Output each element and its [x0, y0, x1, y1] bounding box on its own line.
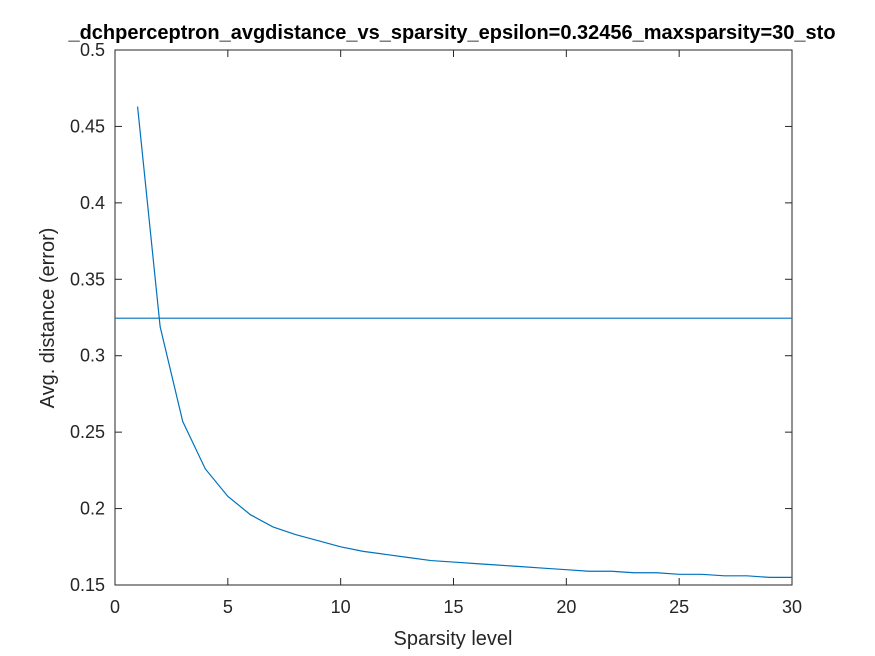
x-tick-label: 0	[110, 597, 120, 617]
x-tick-label: 30	[782, 597, 802, 617]
x-axis-label: Sparsity level	[394, 628, 513, 650]
y-tick-label: 0.25	[70, 422, 105, 442]
x-tick-label: 5	[223, 597, 233, 617]
plot-area	[114, 49, 793, 586]
series-layer	[115, 106, 792, 578]
x-tick-label: 10	[331, 597, 351, 617]
y-tick-label: 0.5	[80, 40, 105, 60]
x-tick-label: 25	[669, 597, 689, 617]
y-axis: 0.15 0.2 0.25 0.3 0.35 0.4 0.45 0.5	[70, 40, 792, 595]
chart-title: _dchperceptron_avgdistance_vs_sparsity_e…	[67, 22, 835, 44]
x-tick-label: 15	[443, 597, 463, 617]
y-tick-label: 0.3	[80, 346, 105, 366]
y-tick-label: 0.4	[80, 193, 105, 213]
y-tick-label: 0.35	[70, 269, 105, 289]
series-line-avg-distance	[136, 106, 792, 578]
y-tick-label: 0.45	[70, 116, 105, 136]
x-tick-label: 20	[556, 597, 576, 617]
y-tick-label: 0.15	[70, 575, 105, 595]
y-tick-label: 0.2	[80, 499, 105, 519]
y-axis-label: Avg. distance (error)	[37, 228, 59, 409]
x-axis: 0 5 10 15 20 25 30	[110, 50, 802, 617]
